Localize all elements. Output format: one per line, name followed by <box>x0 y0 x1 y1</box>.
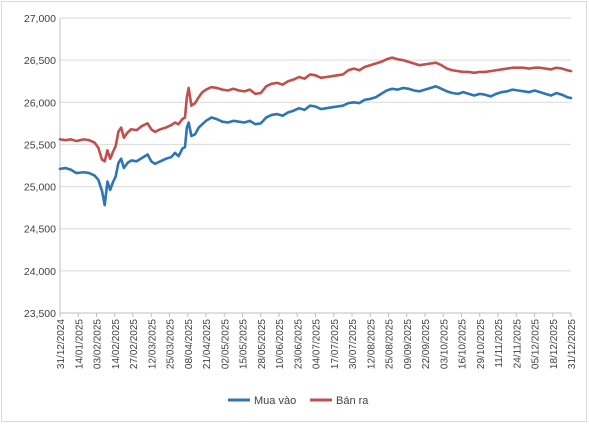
x-tick-label: 05/12/2025 <box>531 319 542 369</box>
x-tick-label: 24/11/2025 <box>512 319 523 369</box>
x-tick-label: 23/06/2025 <box>293 319 304 369</box>
legend-label: Mua vào <box>254 395 296 407</box>
x-tick-label: 02/05/2025 <box>220 319 231 369</box>
x-tick-label: 04/07/2025 <box>312 319 323 369</box>
series-lines <box>58 56 573 207</box>
x-tick-label: 03/02/2025 <box>93 319 104 369</box>
x-tick-label: 11/11/2025 <box>494 319 505 368</box>
y-tick-label: 24,000 <box>24 266 56 278</box>
x-tick-label: 22/09/2025 <box>421 319 432 369</box>
x-tick-label: 10/06/2025 <box>275 319 286 369</box>
x-tick-label: 31/12/2024 <box>56 319 67 369</box>
x-tick-label: 08/04/2025 <box>184 319 195 369</box>
x-tick-label: 25/08/2025 <box>385 319 396 369</box>
x-tick-label: 17/07/2025 <box>330 319 341 369</box>
x-tick-label: 21/04/2025 <box>202 319 213 369</box>
series-line-ban-ra <box>58 56 573 163</box>
x-tick-label: 12/03/2025 <box>147 319 158 369</box>
x-axis <box>59 18 571 314</box>
x-tick-label: 14/01/2025 <box>74 319 85 369</box>
y-tick-label: 24,500 <box>24 224 56 236</box>
x-tick-label: 30/07/2025 <box>348 319 359 369</box>
x-axis-tick-labels: 31/12/2024 14/01/2025 03/02/2025 14/02/2025… <box>56 313 578 369</box>
x-tick-label: 25/03/2025 <box>166 319 177 369</box>
x-tick-label: 29/10/2025 <box>476 319 487 369</box>
legend: Mua vào Bán ra <box>228 395 369 407</box>
y-axis-tick-labels: 23,500 24,000 24,500 25,000 25,500 26,000 26,5… <box>24 13 56 320</box>
y-tick-label: 26,000 <box>24 97 56 109</box>
gridlines <box>60 17 571 272</box>
y-tick-label: 23,500 <box>24 308 56 320</box>
y-tick-label: 25,000 <box>24 182 56 194</box>
x-tick-label: 03/10/2025 <box>439 319 450 369</box>
x-tick-label: 28/05/2025 <box>257 319 268 369</box>
legend-label: Bán ra <box>336 395 369 407</box>
y-tick-label: 25,500 <box>24 139 56 151</box>
x-tick-label: 12/08/2025 <box>366 319 377 369</box>
x-tick-label: 31/12/2025 <box>567 319 578 369</box>
x-tick-label: 18/12/2025 <box>549 319 560 369</box>
x-tick-label: 16/10/2025 <box>458 319 469 369</box>
x-tick-label: 09/09/2025 <box>403 319 414 369</box>
series-line-mua-vao <box>58 84 573 207</box>
x-tick-label: 14/02/2025 <box>111 319 122 369</box>
x-tick-label: 27/02/2025 <box>129 319 140 369</box>
x-tick-label: 15/05/2025 <box>239 319 250 369</box>
y-tick-label: 27,000 <box>24 13 56 25</box>
y-tick-label: 26,500 <box>24 55 56 67</box>
